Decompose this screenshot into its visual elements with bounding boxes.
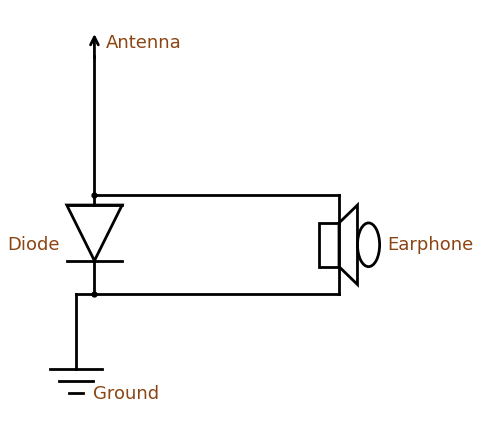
Bar	[318, 223, 338, 266]
Text: Diode: Diode	[7, 236, 59, 254]
Text: Antenna: Antenna	[105, 34, 181, 52]
Text: Ground: Ground	[92, 385, 159, 403]
Text: Earphone: Earphone	[386, 236, 472, 254]
